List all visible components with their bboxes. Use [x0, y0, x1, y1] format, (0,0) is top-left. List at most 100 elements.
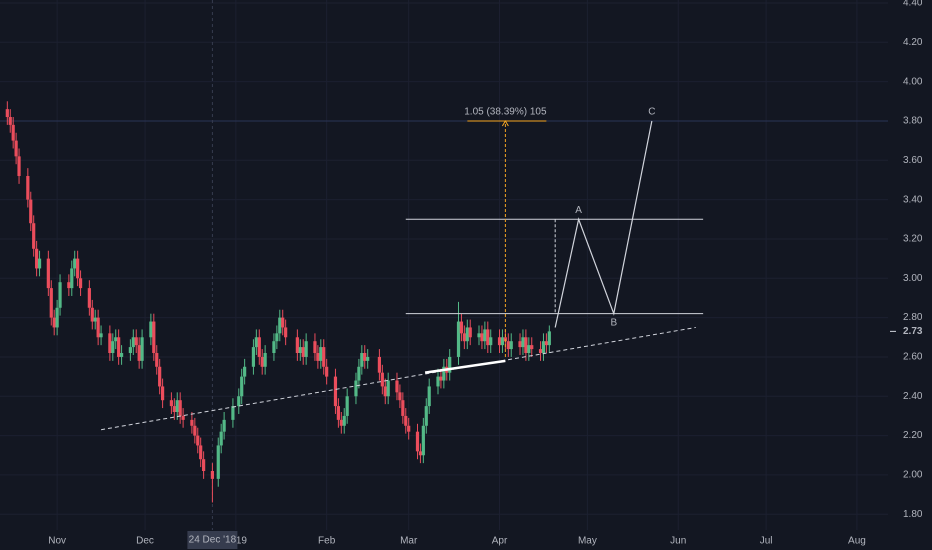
x-tick-label: Dec [136, 536, 154, 547]
candle-body [11, 124, 15, 141]
last-price-label: 2.73 [903, 326, 923, 337]
candle-body [468, 327, 472, 338]
x-tick-label: Nov [48, 536, 66, 547]
x-tick-label: Mar [400, 536, 418, 547]
candle-body [395, 380, 399, 393]
candle-body [175, 400, 179, 413]
candle-body [193, 425, 197, 436]
candle-body [480, 333, 484, 342]
candle-body [73, 258, 77, 269]
y-tick-label: 2.00 [903, 470, 923, 481]
candle-body [465, 327, 469, 342]
candle-body [345, 396, 349, 416]
y-tick-label: 4.20 [903, 37, 923, 48]
candle-body [78, 278, 83, 289]
candle-body [49, 288, 53, 318]
candle-body [251, 347, 256, 367]
candle-body [275, 333, 279, 342]
candle-body [169, 400, 173, 407]
candle-body [263, 353, 267, 367]
x-tick-label: Feb [318, 536, 336, 547]
wave-label: A [575, 205, 582, 216]
candle-body [119, 353, 124, 357]
candle-body [76, 258, 80, 279]
candle-body [257, 337, 261, 357]
candle-body [278, 317, 282, 334]
candle-body [424, 406, 428, 426]
candle-body [152, 321, 156, 354]
candle-body [160, 386, 165, 401]
candle-body [140, 337, 144, 361]
candle-body [342, 415, 346, 426]
candle-body [29, 199, 33, 224]
candle-body [398, 392, 402, 401]
candle-body [108, 333, 112, 354]
candle-body [14, 140, 18, 157]
candle-body [237, 396, 241, 407]
candle-body [281, 317, 285, 328]
candle-body [32, 223, 36, 249]
candle-body [377, 356, 381, 373]
candle-body [26, 176, 30, 200]
candle-body [360, 353, 364, 367]
candle-body [37, 258, 42, 269]
y-tick-label: 3.40 [903, 194, 923, 205]
candle-body [486, 329, 490, 346]
candle-body [301, 347, 305, 357]
candle-body [448, 356, 452, 373]
candle-body [181, 415, 185, 420]
candle-body [418, 451, 423, 456]
candle-body [114, 337, 118, 342]
candle-body [354, 380, 358, 397]
candle-body [149, 321, 153, 338]
candle-body [67, 282, 71, 289]
candle-body [518, 341, 522, 348]
candle-body [383, 386, 387, 397]
crosshair-x-label: 24 Dec '18 [189, 535, 237, 546]
y-tick-label: 4.40 [903, 0, 923, 9]
candle-body [421, 425, 425, 456]
y-tick-label: 3.00 [903, 273, 923, 284]
candle-body [58, 282, 62, 308]
candle-body [35, 248, 39, 269]
candle-body [231, 406, 235, 420]
candle-body [386, 380, 390, 397]
candle-body [222, 419, 226, 432]
candle-body [462, 333, 466, 342]
candle-body [442, 366, 446, 381]
candle-body [8, 117, 12, 125]
candle-body [322, 347, 326, 367]
candle-body [541, 341, 546, 354]
candle-body [509, 341, 513, 350]
candle-body [357, 366, 361, 381]
candle-body [155, 353, 159, 367]
candle-body [500, 337, 505, 346]
candle-body [46, 258, 50, 289]
candle-body [93, 317, 97, 322]
y-tick-label: 1.80 [903, 509, 923, 520]
candle-body [216, 445, 220, 479]
candle-body [272, 341, 276, 354]
candle-body [117, 337, 121, 357]
candle-body [178, 400, 182, 416]
candle-body [70, 268, 74, 289]
highlight-segment [424, 359, 506, 374]
candle-body [524, 337, 528, 354]
candle-body [544, 341, 548, 346]
candle-body [219, 431, 223, 446]
candle-body [199, 445, 203, 460]
candle-body [436, 376, 440, 387]
candle-body [336, 406, 340, 420]
y-tick-label: 2.20 [903, 430, 923, 441]
candle-body [483, 329, 487, 342]
x-tick-label: Jun [670, 536, 686, 547]
candle-body [456, 321, 461, 357]
candle-body [243, 366, 247, 377]
x-tick-label: Jul [760, 536, 773, 547]
y-tick-label: 3.80 [903, 116, 923, 127]
y-tick-label: 4.00 [903, 76, 923, 87]
candle-body [90, 307, 94, 322]
candle-body [5, 109, 9, 118]
candle-body [477, 333, 481, 338]
